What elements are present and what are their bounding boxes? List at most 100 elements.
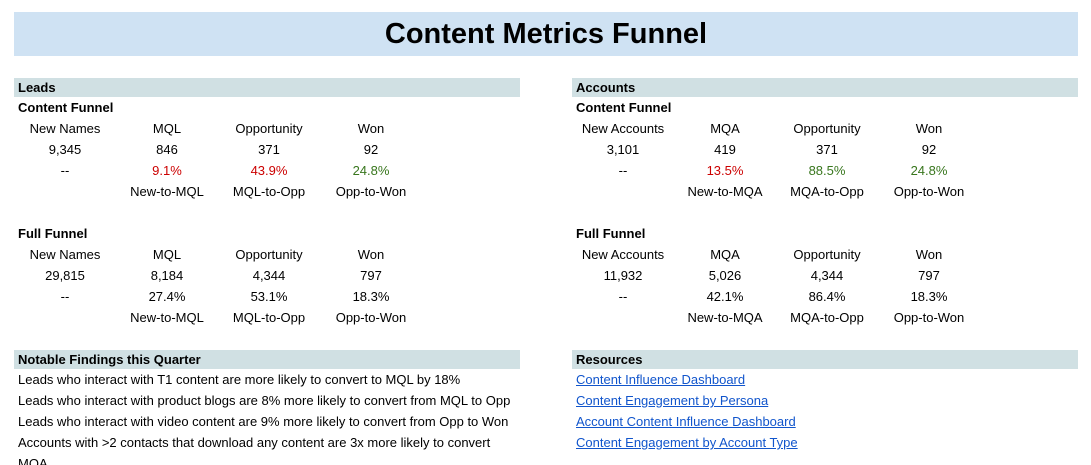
metric-value: 5,026 xyxy=(708,268,742,283)
accounts-content-funnel-header-row: New Accounts MQA Opportunity Won xyxy=(572,118,1078,139)
column-header: Won xyxy=(915,121,943,136)
rate-label xyxy=(14,307,116,328)
rate-label: Opp-to-Won xyxy=(893,310,965,325)
leads-content-funnel-title: Content Funnel xyxy=(18,100,114,115)
rate-label: MQL-to-Opp xyxy=(232,310,306,325)
leads-full-funnel-rates-row: -- 27.4% 53.1% 18.3% xyxy=(14,286,520,307)
column-header: Won xyxy=(357,121,385,136)
conversion-rate: 53.1% xyxy=(250,289,288,304)
accounts-full-funnel-title: Full Funnel xyxy=(576,226,646,241)
accounts-panel: Accounts Content Funnel New Accounts MQA… xyxy=(572,78,1078,328)
metric-value: 29,815 xyxy=(45,268,85,283)
rate-label: MQL-to-Opp xyxy=(232,184,306,199)
account-content-influence-dashboard-link[interactable]: Account Content Influence Dashboard xyxy=(576,414,796,429)
conversion-rate: 42.1% xyxy=(706,289,744,304)
conversion-rate: 18.3% xyxy=(910,289,948,304)
leads-panel: Leads Content Funnel New Names MQL Oppor… xyxy=(14,78,520,328)
leads-content-funnel-header-row: New Names MQL Opportunity Won xyxy=(14,118,520,139)
rate-label: MQA-to-Opp xyxy=(790,310,864,325)
conversion-rate: 24.8% xyxy=(910,163,948,178)
conversion-rate: -- xyxy=(60,289,70,304)
content-engagement-by-persona-link[interactable]: Content Engagement by Persona xyxy=(576,393,769,408)
column-header: Opportunity xyxy=(235,247,303,262)
accounts-full-funnel-rate-labels-row: New-to-MQA MQA-to-Opp Opp-to-Won xyxy=(572,307,1078,328)
finding-item: Leads who interact with video content ar… xyxy=(18,414,509,429)
column-header: Opportunity xyxy=(793,247,861,262)
metric-value: 797 xyxy=(918,268,940,283)
column-header: Opportunity xyxy=(235,121,303,136)
metric-value: 3,101 xyxy=(606,142,640,157)
column-header: MQA xyxy=(710,247,740,262)
rate-label xyxy=(14,181,116,202)
leads-content-funnel-rates-row: -- 9.1% 43.9% 24.8% xyxy=(14,160,520,181)
leads-full-funnel-values-row: 29,815 8,184 4,344 797 xyxy=(14,265,520,286)
conversion-rate: 43.9% xyxy=(250,163,288,178)
column-header: MQL xyxy=(152,121,182,136)
accounts-content-funnel-rates-row: -- 13.5% 88.5% 24.8% xyxy=(572,160,1078,181)
leads-section-header: Leads xyxy=(14,78,520,97)
conversion-rate: -- xyxy=(60,163,70,178)
rate-label: New-to-MQL xyxy=(130,184,204,199)
accounts-content-funnel-title: Content Funnel xyxy=(576,100,672,115)
conversion-rate: 13.5% xyxy=(706,163,744,178)
finding-item: Leads who interact with T1 content are m… xyxy=(18,372,461,387)
rate-label xyxy=(572,307,674,328)
accounts-section-header: Accounts xyxy=(572,78,1078,97)
finding-item: Leads who interact with product blogs ar… xyxy=(18,393,511,408)
conversion-rate: 24.8% xyxy=(352,163,390,178)
metric-value: 4,344 xyxy=(252,268,286,283)
rate-label: Opp-to-Won xyxy=(335,310,407,325)
column-header: New Accounts xyxy=(581,121,665,136)
leads-full-funnel-rate-labels-row: New-to-MQL MQL-to-Opp Opp-to-Won xyxy=(14,307,520,328)
metric-value: 846 xyxy=(156,142,178,157)
rate-label: MQA-to-Opp xyxy=(790,184,864,199)
conversion-rate: -- xyxy=(618,163,628,178)
finding-item: Accounts with >2 contacts that download … xyxy=(18,435,491,465)
column-header: New Names xyxy=(29,247,101,262)
metric-value: 11,932 xyxy=(603,268,643,283)
conversion-rate: 18.3% xyxy=(352,289,390,304)
accounts-content-funnel-values-row: 3,101 419 371 92 xyxy=(572,139,1078,160)
conversion-rate: -- xyxy=(618,289,628,304)
column-header: New Names xyxy=(29,121,101,136)
conversion-rate: 88.5% xyxy=(808,163,846,178)
column-header: MQL xyxy=(152,247,182,262)
column-header: MQA xyxy=(710,121,740,136)
accounts-full-funnel-header-row: New Accounts MQA Opportunity Won xyxy=(572,244,1078,265)
leads-full-funnel-header-row: New Names MQL Opportunity Won xyxy=(14,244,520,265)
rate-label: New-to-MQL xyxy=(130,310,204,325)
column-header: Won xyxy=(357,247,385,262)
metric-value: 9,345 xyxy=(48,142,82,157)
metric-value: 92 xyxy=(363,142,379,157)
metric-value: 797 xyxy=(360,268,382,283)
findings-section-header: Notable Findings this Quarter xyxy=(14,350,520,369)
accounts-content-funnel-rate-labels-row: New-to-MQA MQA-to-Opp Opp-to-Won xyxy=(572,181,1078,202)
report-title: Content Metrics Funnel xyxy=(384,17,708,50)
metric-value: 419 xyxy=(714,142,736,157)
column-header: Won xyxy=(915,247,943,262)
conversion-rate: 27.4% xyxy=(148,289,186,304)
accounts-full-funnel-values-row: 11,932 5,026 4,344 797 xyxy=(572,265,1078,286)
resources-panel: Resources Content Influence Dashboard Co… xyxy=(572,350,1078,453)
rate-label: Opp-to-Won xyxy=(335,184,407,199)
report-title-bar: Content Metrics Funnel xyxy=(14,12,1078,56)
content-influence-dashboard-link[interactable]: Content Influence Dashboard xyxy=(576,372,746,387)
column-header: Opportunity xyxy=(793,121,861,136)
conversion-rate: 9.1% xyxy=(152,163,182,178)
findings-panel: Notable Findings this Quarter Leads who … xyxy=(14,350,520,465)
column-header: New Accounts xyxy=(581,247,665,262)
metric-value: 371 xyxy=(816,142,838,157)
content-engagement-by-account-type-link[interactable]: Content Engagement by Account Type xyxy=(576,435,798,450)
resources-section-header: Resources xyxy=(572,350,1078,369)
leads-content-funnel-rate-labels-row: New-to-MQL MQL-to-Opp Opp-to-Won xyxy=(14,181,520,202)
metric-value: 4,344 xyxy=(810,268,844,283)
rate-label: New-to-MQA xyxy=(687,184,763,199)
rate-label: Opp-to-Won xyxy=(893,184,965,199)
conversion-rate: 86.4% xyxy=(808,289,846,304)
metric-value: 371 xyxy=(258,142,280,157)
rate-label: New-to-MQA xyxy=(687,310,763,325)
leads-full-funnel-title: Full Funnel xyxy=(18,226,88,241)
leads-content-funnel-values-row: 9,345 846 371 92 xyxy=(14,139,520,160)
rate-label xyxy=(572,181,674,202)
accounts-full-funnel-rates-row: -- 42.1% 86.4% 18.3% xyxy=(572,286,1078,307)
